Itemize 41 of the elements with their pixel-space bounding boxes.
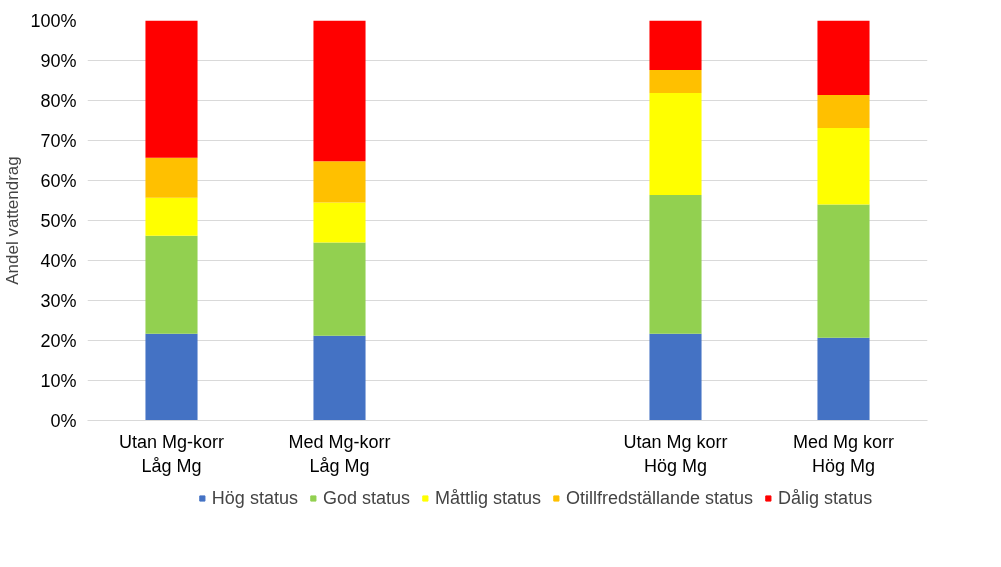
bar — [649, 70, 702, 93]
y-tick-label: 0% — [50, 410, 77, 431]
y-tick-label: 100% — [30, 10, 77, 31]
bar — [649, 194, 702, 334]
legend-label: Måttlig status — [434, 487, 541, 509]
y-tick-label: 80% — [40, 90, 77, 111]
y-tick-label: 60% — [40, 170, 77, 191]
x-tick-label: Med Mg korr Hög Mg — [792, 431, 895, 476]
bar — [313, 335, 366, 421]
bar — [313, 161, 366, 203]
bar — [145, 333, 198, 421]
legend-label: God status — [322, 487, 410, 509]
bar — [817, 337, 870, 421]
y-tick-label: 90% — [40, 50, 77, 71]
legend-label: Hög status — [211, 487, 298, 509]
bar — [649, 333, 702, 421]
y-tick-label: 30% — [40, 290, 77, 311]
bar — [145, 157, 198, 198]
y-tick-label: 10% — [40, 370, 77, 391]
bar — [649, 20, 702, 71]
legend-label: Otillfredställande status — [566, 487, 754, 509]
bar — [817, 204, 870, 338]
legend-label: Dålig status — [778, 487, 873, 509]
bar — [313, 202, 366, 243]
y-axis-title: Andel vattendrag — [3, 156, 23, 285]
bar — [313, 20, 366, 162]
bar — [313, 242, 366, 336]
bar — [817, 94, 870, 129]
x-tick-label: Med Mg-korr Låg Mg — [288, 431, 391, 476]
bar — [649, 92, 702, 195]
bar — [145, 235, 198, 334]
y-tick-label: 50% — [40, 210, 77, 231]
y-tick-label: 20% — [40, 330, 77, 351]
y-tick-label: 70% — [40, 130, 77, 151]
bar — [817, 128, 870, 205]
x-tick-label: Utan Mg-korr Låg Mg — [118, 431, 225, 476]
y-tick-label: 40% — [40, 250, 77, 271]
x-tick-label: Utan Mg korr Hög Mg — [623, 431, 728, 476]
bar — [145, 20, 198, 158]
bar — [817, 20, 870, 95]
bar — [145, 197, 198, 236]
